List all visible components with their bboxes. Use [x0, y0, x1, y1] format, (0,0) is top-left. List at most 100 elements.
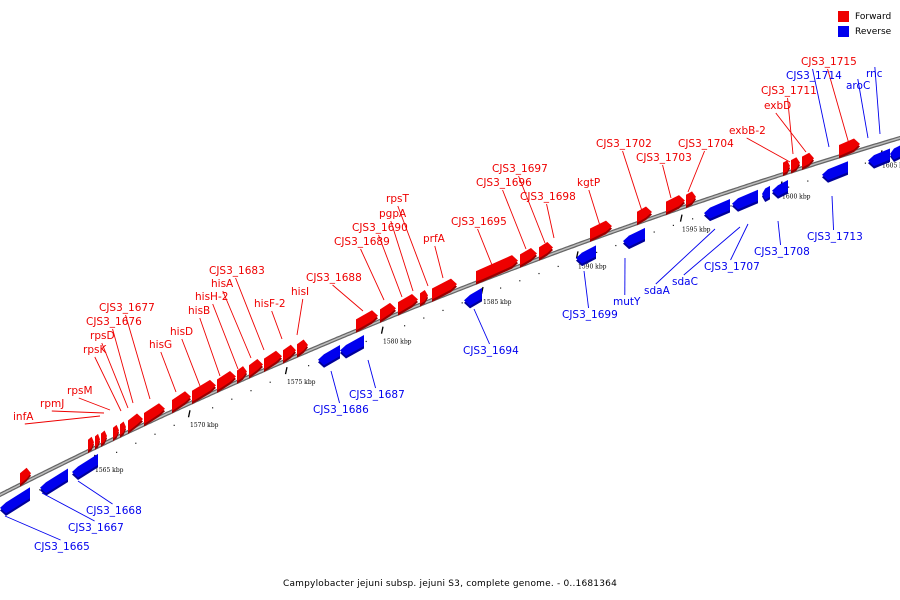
- forward-gene: [101, 430, 107, 445]
- map-caption: Campylobacter jejuni subsp. jejuni S3, c…: [282, 579, 618, 589]
- reverse-gene-label-leader: [330, 370, 340, 404]
- minor-tick: [500, 287, 502, 289]
- reverse-gene-label-leader: [77, 480, 113, 505]
- forward-gene-label: kgtP: [577, 177, 600, 189]
- major-tick: [380, 326, 384, 334]
- scale-tick-label: 1600 kbp: [782, 193, 811, 200]
- forward-gene-label: hisH-2: [195, 291, 228, 303]
- major-tick: [575, 251, 579, 259]
- minor-tick: [173, 424, 175, 426]
- forward-gene: [88, 436, 94, 451]
- forward-gene: [217, 370, 236, 391]
- forward-gene-label: infA: [13, 411, 34, 423]
- forward-gene-label: hisD: [170, 326, 193, 338]
- minor-tick: [39, 489, 41, 491]
- forward-gene-label-leader: [546, 203, 555, 239]
- minor-tick: [615, 244, 617, 247]
- reverse-gene: [623, 227, 645, 247]
- minor-tick: [212, 407, 214, 409]
- forward-gene: [476, 255, 518, 283]
- forward-gene-label-leader: [94, 356, 122, 412]
- reverse-gene: [868, 148, 890, 167]
- scale-tick-label: 1570 kbp: [190, 422, 219, 429]
- scale-tick-label: 1605 kbp: [882, 162, 900, 169]
- major-tick: [187, 410, 191, 418]
- scale-tick-label: 1585 kbp: [483, 299, 512, 306]
- forward-gene: [297, 339, 308, 356]
- forward-gene-label-leader: [434, 245, 444, 279]
- reverse-gene-label-leader: [730, 223, 749, 261]
- minor-tick: [135, 442, 137, 444]
- forward-gene-label-leader: [125, 314, 151, 400]
- reverse-gene-label: mutY: [613, 296, 641, 308]
- reverse-gene-label: CJS3_1686: [313, 404, 369, 416]
- reverse-gene-label-leader: [367, 359, 376, 389]
- minor-tick: [423, 317, 425, 319]
- forward-gene-label-leader: [787, 97, 794, 155]
- reverse-gene-label: CJS3_1687: [349, 389, 405, 401]
- reverse-gene-label: sdaA: [644, 285, 671, 297]
- forward-gene-label-leader: [518, 175, 546, 244]
- scale-tick-label: 1595 kbp: [682, 227, 711, 234]
- reverse-gene: [772, 180, 788, 197]
- forward-gene-label-leader: [502, 189, 527, 250]
- forward-gene: [539, 242, 553, 259]
- forward-gene-label: hisB: [188, 305, 210, 317]
- forward-gene-label: hisF-2: [254, 298, 286, 310]
- legend-forward-label: Forward: [855, 11, 892, 22]
- forward-gene-label: CJS3_1677: [99, 302, 155, 314]
- reverse-gene-label: CJS3_1699: [562, 309, 618, 321]
- forward-gene: [783, 160, 790, 174]
- forward-gene: [520, 247, 537, 266]
- forward-gene: [20, 467, 31, 485]
- legend-reverse-label: Reverse: [855, 26, 892, 37]
- forward-gene-label-leader: [160, 351, 177, 393]
- forward-gene-label-leader: [360, 248, 385, 301]
- forward-gene-label-leader: [199, 317, 221, 377]
- forward-gene: [192, 379, 216, 402]
- forward-gene: [128, 413, 143, 432]
- legend-forward: Forward: [838, 9, 891, 24]
- forward-gene: [666, 195, 685, 213]
- forward-gene: [420, 290, 428, 305]
- forward-gene-label-leader: [746, 137, 791, 163]
- minor-tick: [442, 309, 444, 312]
- forward-gene-label-leader: [588, 189, 602, 230]
- reverse-gene-label: CJS3_1708: [754, 246, 810, 258]
- minor-tick: [154, 433, 156, 435]
- reverse-gene-label-leader: [583, 270, 589, 309]
- forward-gene-label-leader: [397, 205, 429, 287]
- forward-gene-label: CJS3_1698: [520, 191, 576, 203]
- forward-gene-label-leader: [622, 150, 643, 212]
- minor-tick: [788, 186, 790, 188]
- minor-tick: [672, 224, 674, 226]
- scale-tick-label: 1590 kbp: [578, 263, 607, 270]
- forward-gene-label-leader: [101, 342, 129, 409]
- reverse-gene: [72, 453, 98, 478]
- minor-tick: [807, 180, 809, 182]
- reverse-gene: [576, 245, 596, 264]
- forward-gene: [839, 138, 860, 157]
- reverse-gene-label-leader: [831, 195, 834, 231]
- major-tick: [284, 366, 288, 375]
- forward-gene: [356, 310, 378, 331]
- forward-gene-label: CJS3_1689: [334, 236, 390, 248]
- forward-gene-label: rpsD: [90, 330, 115, 342]
- forward-gene-label: exbD: [764, 100, 791, 112]
- forward-gene-label: CJS3_1715: [801, 56, 857, 68]
- forward-gene: [264, 350, 282, 370]
- minor-tick: [596, 251, 598, 254]
- minor-tick: [519, 280, 521, 282]
- reverse-gene: [822, 161, 848, 181]
- forward-gene-label-leader: [662, 164, 672, 199]
- forward-gene-label: rpsM: [67, 385, 93, 397]
- forward-gene-label-leader: [332, 284, 364, 312]
- forward-gene-label: CJS3_1696: [476, 177, 532, 189]
- forward-gene-label: CJS3_1683: [209, 265, 265, 277]
- scale-tick-label: 1565 kbp: [95, 467, 124, 474]
- forward-gene-label-leader: [112, 328, 134, 404]
- reverse-gene-label-leader: [655, 228, 716, 285]
- forward-gene-label-leader: [212, 303, 239, 370]
- minor-tick: [692, 218, 694, 220]
